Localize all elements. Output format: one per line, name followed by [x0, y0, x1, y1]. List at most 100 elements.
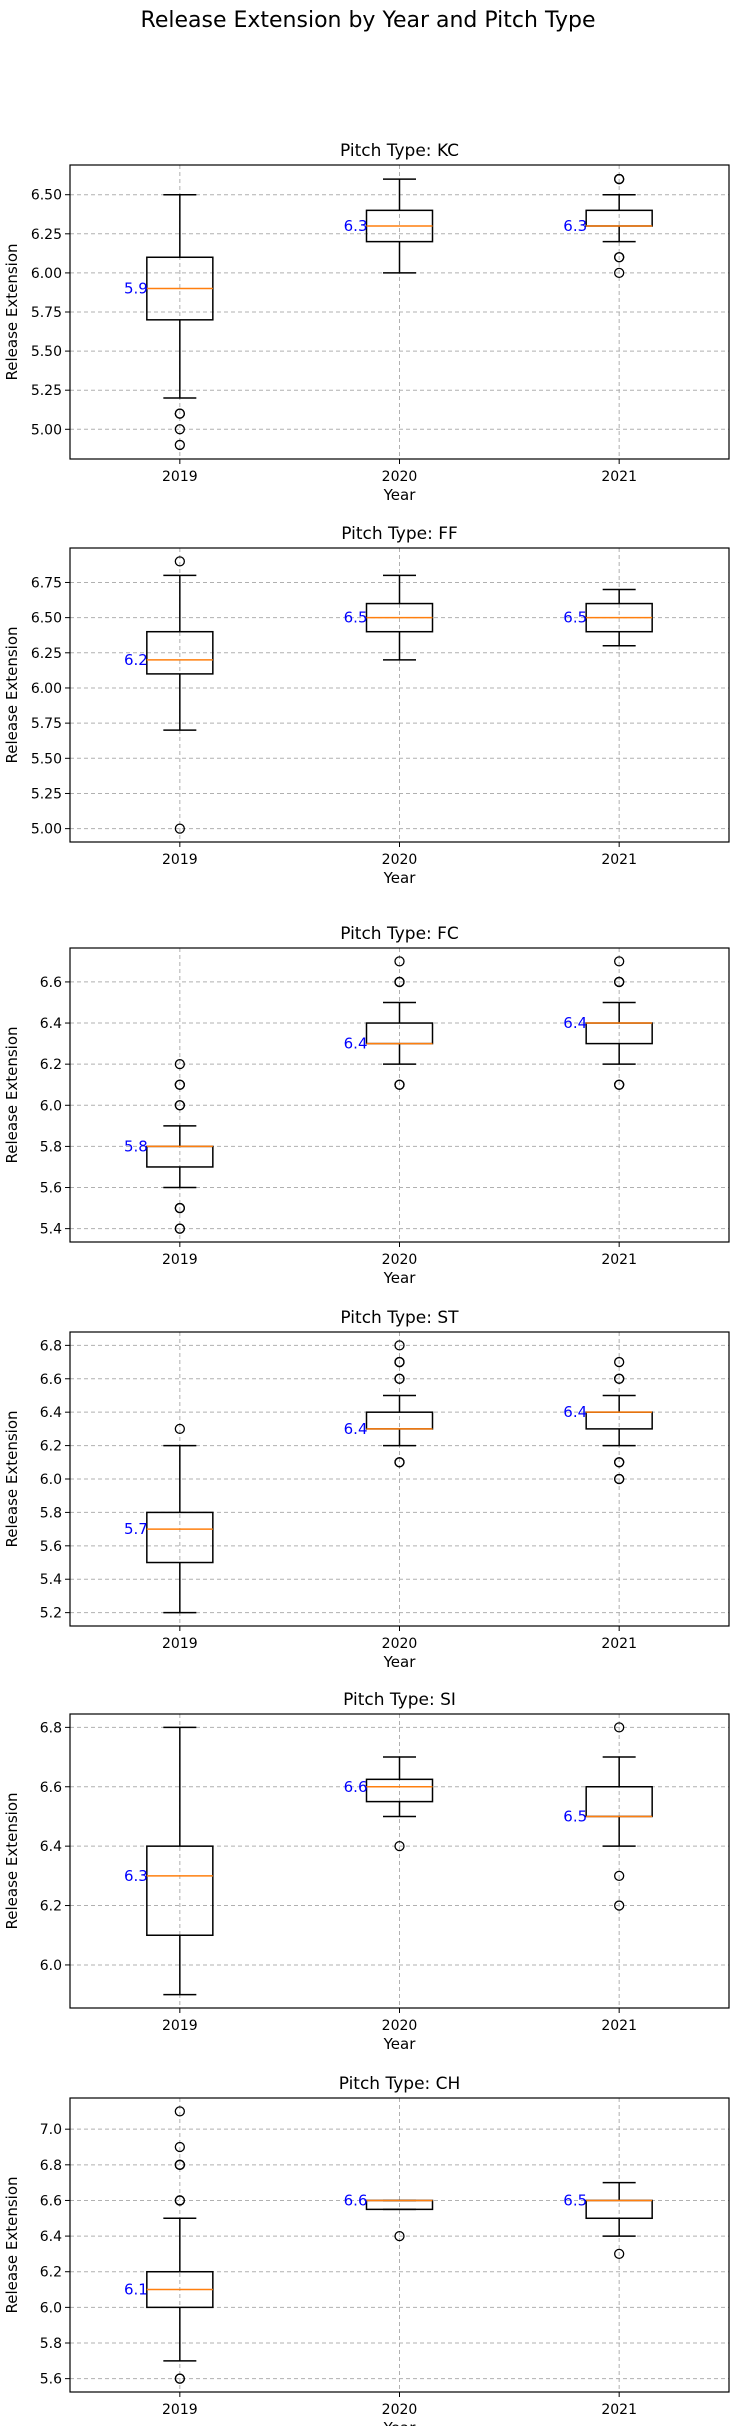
outlier-point — [614, 1457, 625, 1468]
outlier-point — [394, 1457, 405, 1468]
outlier-point — [394, 1079, 405, 1090]
box-2019: 5.7 — [124, 1423, 214, 1614]
ytick-label: 6.50 — [31, 188, 62, 204]
ytick-label: 6.0 — [40, 1958, 62, 1974]
median-label: 6.3 — [563, 217, 587, 235]
subplot-3: 5.7 6.4 6.4 5.2 5.4 5.6 5.8 6.0 6.2 6.4 6.6 6.8 2019… — [3, 1308, 730, 1671]
x-axis-label: Year — [383, 2419, 417, 2426]
xtick-label: 2019 — [162, 852, 198, 868]
ytick-label: 6.75 — [31, 575, 62, 591]
median-label: 6.6 — [344, 1778, 368, 1796]
ytick-label: 6.6 — [40, 1372, 62, 1388]
outlier-point — [174, 424, 185, 435]
subplot-title: Pitch Type: ST — [340, 1308, 459, 1328]
box-2021: 6.3 — [563, 173, 653, 279]
outlier-point — [174, 2195, 185, 2206]
ytick-label: 6.0 — [40, 2300, 62, 2316]
box-2020: 6.4 — [344, 1340, 434, 1468]
ytick-label: 5.6 — [40, 1181, 62, 1197]
ytick-label: 5.8 — [40, 1505, 62, 1521]
xtick-label: 2021 — [601, 2018, 637, 2034]
x-axis-label: Year — [383, 2035, 417, 2053]
ytick-label: 6.50 — [31, 611, 62, 627]
ytick-label: 5.25 — [31, 786, 62, 802]
box-2019: 5.9 — [124, 193, 214, 451]
x-axis-label: Year — [383, 869, 417, 887]
subplot-title: Pitch Type: SI — [343, 1690, 456, 1710]
box-2019: 6.2 — [124, 556, 214, 834]
subplot-1: 6.2 6.5 6.5 5.00 5.25 5.50 5.75 6.00 6.25 6.50 6.7… — [3, 524, 730, 887]
box-2019: 6.3 — [124, 1726, 214, 1996]
outlier-point — [174, 2141, 185, 2153]
box-2020: 6.4 — [344, 956, 434, 1090]
box-2021: 6.5 — [563, 1722, 653, 1911]
ytick-label: 6.2 — [40, 2265, 62, 2281]
median-label: 6.6 — [344, 2191, 368, 2209]
ytick-label: 6.8 — [40, 1720, 62, 1736]
outlier-point — [614, 1473, 625, 1485]
xtick-label: 2020 — [382, 852, 418, 868]
median-label: 6.4 — [563, 1014, 587, 1032]
y-axis-label: Release Extension — [3, 2176, 21, 2313]
median-label: 5.8 — [124, 1137, 148, 1155]
subplot-0: 5.9 6.3 6.3 5.00 5.25 5.50 5.75 6.00 6.25 6.50 201… — [3, 141, 730, 504]
subplot-title: Pitch Type: FC — [340, 924, 459, 944]
outlier-point — [614, 1356, 625, 1368]
median-label: 6.4 — [344, 1420, 368, 1438]
subplot-title: Pitch Type: KC — [340, 141, 459, 161]
outlier-point — [174, 1079, 185, 1090]
ytick-label: 6.00 — [31, 266, 62, 282]
median-label: 6.1 — [124, 2281, 148, 2299]
y-axis-label: Release Extension — [3, 1026, 21, 1163]
ytick-label: 6.6 — [40, 975, 62, 991]
ytick-label: 6.25 — [31, 646, 62, 662]
box-body — [146, 1845, 214, 1936]
ytick-label: 6.2 — [40, 1439, 62, 1455]
ytick-label: 7.0 — [40, 2122, 62, 2138]
median-label: 6.4 — [344, 1035, 368, 1053]
xtick-label: 2021 — [601, 469, 637, 485]
ytick-label: 5.6 — [40, 2372, 62, 2388]
ytick-label: 6.8 — [40, 2158, 62, 2174]
median-label: 5.7 — [124, 1520, 148, 1538]
ytick-label: 6.00 — [31, 681, 62, 697]
outlier-point — [614, 956, 625, 967]
ytick-label: 5.75 — [31, 716, 62, 732]
outlier-point — [174, 1223, 185, 1234]
ytick-label: 6.6 — [40, 1780, 62, 1796]
median-label: 6.5 — [344, 609, 368, 627]
subplot-5: 6.1 6.6 6.5 5.6 5.8 6.0 6.2 6.4 6.6 6.8 7.0 2019 202… — [3, 2074, 730, 2426]
box-2021: 6.4 — [563, 956, 653, 1090]
ytick-label: 5.6 — [40, 1539, 62, 1555]
xtick-label: 2020 — [382, 2402, 418, 2418]
box-2020: 6.6 — [344, 1756, 434, 1852]
box-2019: 6.1 — [124, 2106, 214, 2384]
median-label: 6.5 — [563, 1807, 587, 1825]
ytick-label: 5.75 — [31, 305, 62, 321]
median-label: 6.5 — [563, 609, 587, 627]
median-label: 6.4 — [563, 1403, 587, 1421]
median-label: 6.3 — [124, 1867, 148, 1885]
ytick-label: 6.2 — [40, 1057, 62, 1073]
box-body — [365, 1778, 434, 1803]
ytick-label: 6.2 — [40, 1899, 62, 1915]
box-body — [146, 1511, 214, 1564]
outlier-point — [394, 976, 405, 988]
subplots: 5.9 6.3 6.3 5.00 5.25 5.50 5.75 6.00 6.25 6.50 201… — [3, 141, 730, 2426]
outlier-point — [614, 1900, 625, 1911]
outlier-point — [614, 1373, 625, 1384]
ytick-label: 6.0 — [40, 1472, 62, 1488]
x-axis-label: Year — [383, 1653, 417, 1671]
subplot-title: Pitch Type: CH — [339, 2074, 461, 2094]
ytick-label: 5.50 — [31, 751, 62, 767]
box-2020: 6.5 — [344, 574, 434, 661]
median-label: 6.5 — [563, 2191, 587, 2209]
box-2021: 6.5 — [563, 588, 653, 647]
box-2021: 6.4 — [563, 1356, 653, 1485]
x-axis-label: Year — [383, 486, 417, 504]
outlier-point — [174, 1202, 185, 1214]
ytick-label: 5.25 — [31, 383, 62, 399]
box-body — [146, 630, 214, 675]
y-axis-label: Release Extension — [3, 626, 21, 763]
outlier-point — [174, 1100, 185, 1111]
